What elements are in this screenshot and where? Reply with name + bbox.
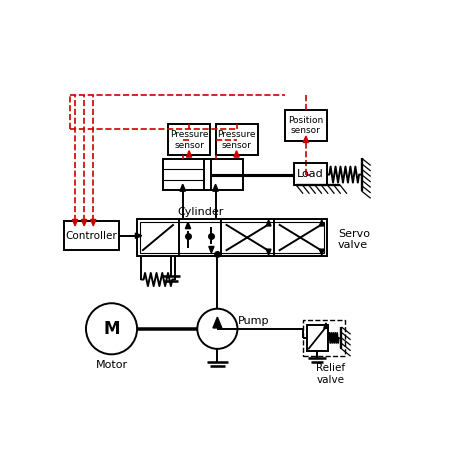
Polygon shape (73, 219, 78, 226)
Polygon shape (213, 317, 222, 328)
Polygon shape (82, 219, 87, 226)
Polygon shape (319, 249, 324, 255)
Text: Pressure
sensor: Pressure sensor (170, 130, 209, 150)
Polygon shape (186, 151, 191, 157)
Polygon shape (266, 220, 271, 226)
Polygon shape (234, 151, 239, 157)
Polygon shape (319, 220, 324, 226)
Polygon shape (185, 222, 191, 228)
Polygon shape (91, 219, 96, 226)
Polygon shape (303, 136, 309, 143)
Text: Motor: Motor (95, 360, 128, 370)
Polygon shape (180, 184, 185, 191)
Polygon shape (324, 323, 328, 328)
FancyBboxPatch shape (204, 159, 211, 190)
Polygon shape (136, 233, 142, 238)
Text: Load: Load (297, 169, 324, 179)
Text: Controller: Controller (65, 231, 118, 241)
Text: Relief
valve: Relief valve (316, 364, 345, 385)
Text: M: M (103, 320, 120, 338)
Polygon shape (213, 184, 219, 191)
Text: Pump: Pump (237, 317, 269, 327)
Text: Position
sensor: Position sensor (288, 116, 324, 135)
Text: Pressure
sensor: Pressure sensor (217, 130, 256, 150)
Text: Servo
valve: Servo valve (338, 228, 370, 250)
Polygon shape (266, 249, 271, 255)
Text: Cylinder: Cylinder (178, 207, 224, 217)
Polygon shape (209, 246, 214, 253)
